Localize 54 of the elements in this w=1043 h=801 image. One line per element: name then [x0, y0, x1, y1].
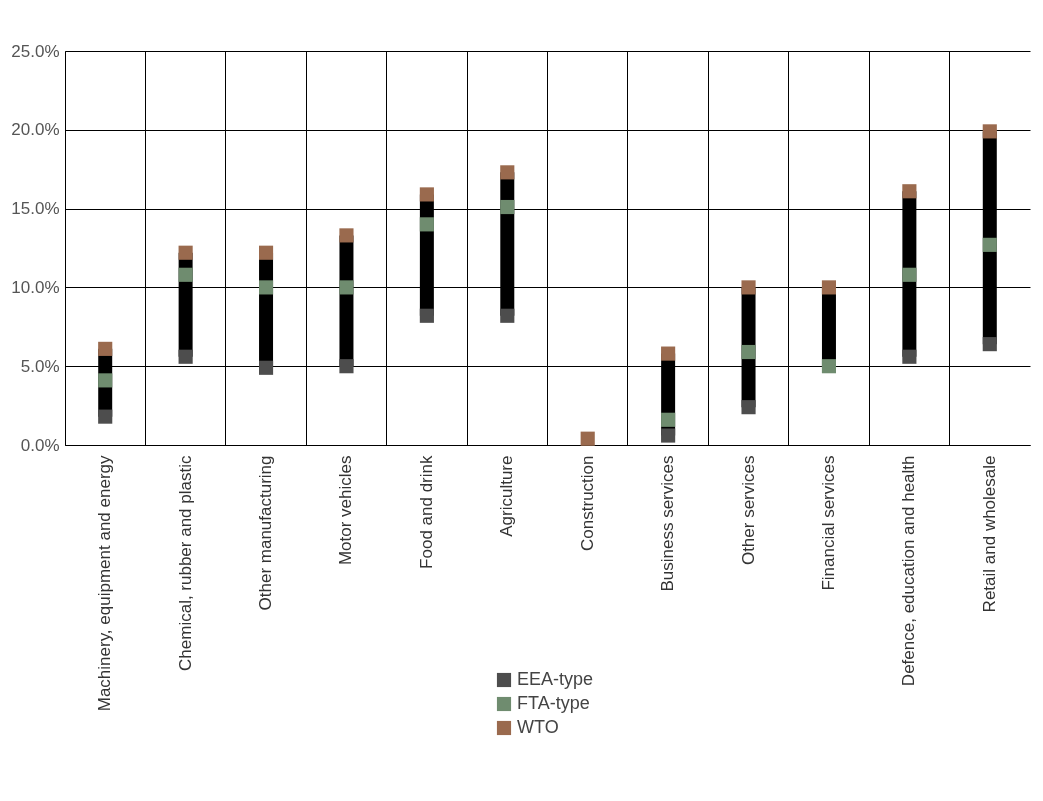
x-tick-label: Business services — [658, 455, 678, 592]
point — [258, 245, 274, 260]
point — [982, 124, 997, 139]
point — [982, 237, 997, 252]
x-tick-label: Machinery, equipment and energy — [95, 455, 115, 712]
x-tick-label: Construction — [577, 455, 597, 551]
point — [821, 280, 837, 295]
point — [419, 187, 434, 202]
point — [741, 280, 756, 295]
point — [339, 359, 354, 374]
point — [661, 346, 676, 361]
x-tick-label: Defence, education and health — [899, 455, 919, 687]
point — [98, 341, 113, 356]
point — [98, 373, 113, 388]
y-tick-label: 15.0% — [11, 199, 60, 219]
y-tick-label: 10.0% — [11, 277, 60, 297]
point — [339, 280, 354, 295]
point — [258, 360, 274, 375]
legend-label: EEA-type — [517, 669, 594, 689]
point — [902, 267, 917, 282]
point — [178, 349, 193, 364]
x-tick-label: Retail and wholesale — [979, 455, 999, 613]
point — [419, 308, 434, 323]
point — [821, 359, 837, 374]
x-tick-label: Motor vehicles — [336, 455, 356, 566]
point — [419, 217, 434, 232]
point — [580, 431, 595, 446]
x-tick-label: Other manufacturing — [256, 455, 276, 611]
x-tick-label: Agriculture — [497, 455, 517, 537]
point — [741, 400, 756, 415]
legend-label: WTO — [517, 717, 559, 737]
point — [902, 184, 917, 199]
x-tick-label: Food and drink — [416, 455, 436, 569]
y-tick-label: 0.0% — [20, 435, 60, 455]
point — [661, 412, 676, 427]
point — [178, 245, 193, 260]
y-tick-label: 25.0% — [11, 41, 60, 61]
y-tick-label: 5.0% — [20, 356, 60, 376]
x-tick-label: Other services — [738, 455, 758, 566]
x-tick-label: Financial services — [818, 455, 838, 591]
point — [500, 165, 515, 180]
point — [258, 280, 274, 295]
point — [982, 337, 997, 352]
point — [500, 199, 515, 215]
point — [339, 228, 354, 243]
point — [902, 349, 917, 364]
point — [741, 344, 756, 360]
point — [500, 308, 515, 323]
y-tick-label: 20.0% — [11, 120, 60, 140]
point — [661, 428, 676, 443]
legend-label: FTA-type — [517, 693, 590, 713]
point — [98, 409, 113, 424]
point — [178, 267, 193, 282]
x-tick-label: Chemical, rubber and plastic — [175, 455, 195, 671]
